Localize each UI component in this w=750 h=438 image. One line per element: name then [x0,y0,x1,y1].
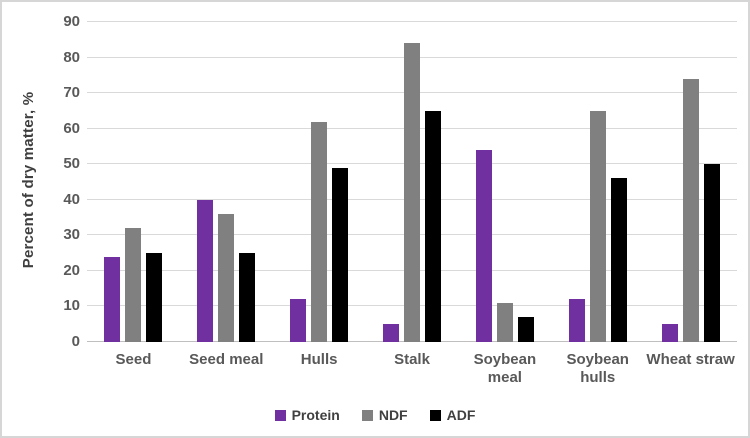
y-tick-40: 40 [63,190,80,208]
bar-protein-soybean-meal [475,150,492,342]
bar-adf-stalk [425,110,441,342]
legend: Protein NDF ADF [2,407,748,423]
bar-adf-soybean-hulls [610,178,627,342]
bar-ndf-soybean-hulls [589,110,606,342]
bar-group-soybean-meal [458,22,551,342]
bar-adf-soybean-meal [517,317,534,342]
gridline-90 [87,21,737,22]
bar-ndf-hulls [311,121,328,342]
bar-group-stalk [366,22,459,342]
bar-group-seed [87,22,180,342]
legend-label-adf: ADF [446,407,476,423]
bar-ndf-soybean-meal [496,302,513,342]
x-label-seed-meal: Seed meal [189,351,264,368]
x-label-hulls: Hulls [300,351,338,368]
y-tick-10: 10 [63,297,80,315]
bar-protein-wheat-straw [661,324,678,342]
x-label-wheat-straw: Wheat straw [646,351,735,368]
bar-adf-seed [146,253,163,342]
legend-item-adf: ADF [429,407,476,423]
plot-area [87,21,737,342]
bar-group-hulls [273,22,366,342]
bar-ndf-seed [125,228,142,342]
bar-groups [87,22,737,342]
legend-label-ndf: NDF [378,407,408,423]
legend-label-protein: Protein [291,407,340,423]
legend-swatch-protein [274,409,286,421]
bar-adf-wheat-straw [703,164,720,342]
y-tick-20: 20 [63,261,80,279]
y-tick-90: 90 [63,13,80,30]
y-tick-30: 30 [63,226,80,244]
y-tick-0: 0 [71,333,80,350]
bar-ndf-seed-meal [218,214,235,342]
bar-group-seed-meal [180,22,273,342]
bar-group-soybean-hulls [551,22,644,342]
bar-protein-hulls [290,299,307,342]
bar-ndf-stalk [404,43,420,342]
bar-protein-stalk [383,324,399,342]
bar-ndf-wheat-straw [682,78,699,342]
y-tick-70: 70 [63,84,80,102]
x-label-stalk: Stalk [394,351,430,368]
x-label-soybean-hulls: Soybean hulls [566,351,629,386]
y-tick-60: 60 [63,119,80,137]
x-label-soybean-meal: Soybean meal [473,351,537,386]
y-tick-80: 80 [63,48,80,66]
bar-adf-hulls [332,167,349,342]
bar-protein-soybean-hulls [568,299,585,342]
legend-swatch-adf [429,409,441,421]
x-label-seed: Seed [115,351,152,368]
bar-adf-seed-meal [239,253,256,342]
legend-swatch-ndf [361,409,373,421]
legend-item-ndf: NDF [361,407,408,423]
x-axis-labels: Seed Seed meal Hulls Stalk Soybean meal Soybea… [87,351,737,387]
bar-protein-seed-meal [197,199,214,342]
legend-item-protein: Protein [274,407,340,423]
y-tick-50: 50 [63,155,80,173]
bar-group-wheat-straw [644,22,737,342]
bar-protein-seed [104,256,121,342]
